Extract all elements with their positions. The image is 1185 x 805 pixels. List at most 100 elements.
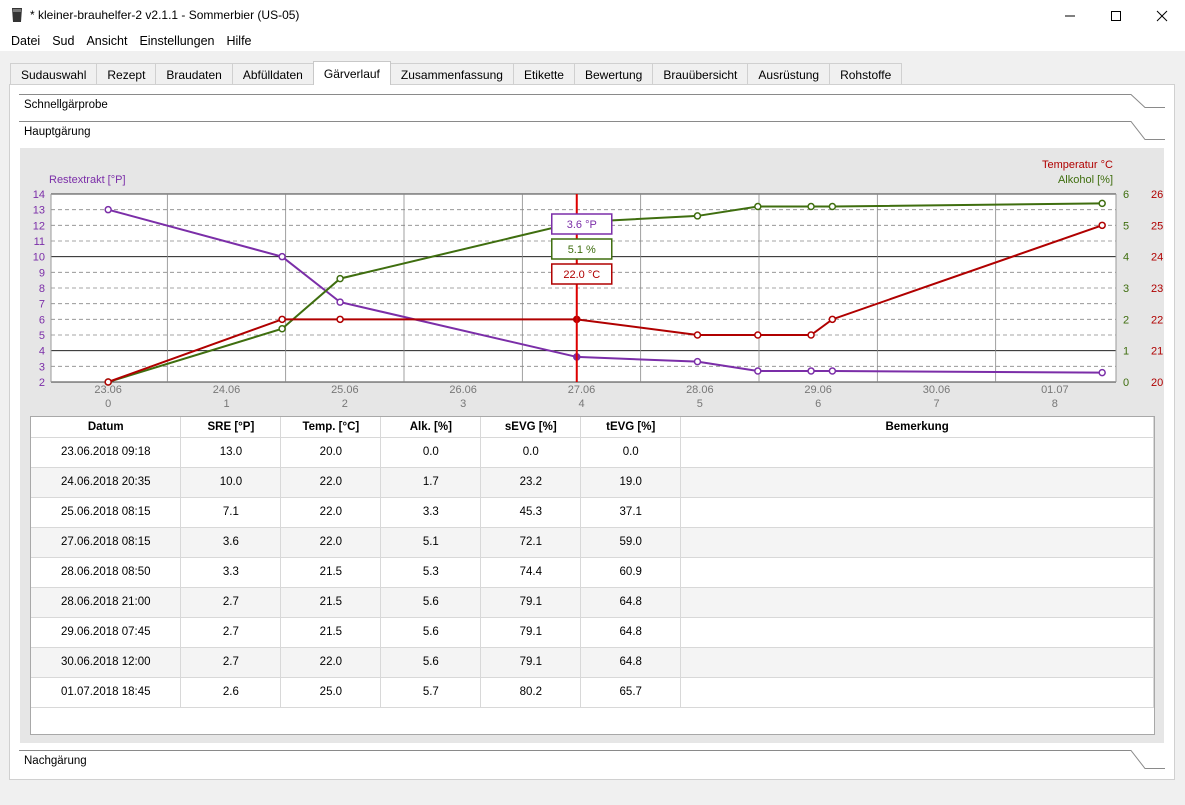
table-cell[interactable]: [680, 587, 1154, 618]
close-button[interactable]: [1139, 0, 1185, 31]
table-cell[interactable]: 27.06.2018 08:15: [31, 527, 182, 558]
table-cell[interactable]: 21.5: [280, 587, 382, 618]
table-cell[interactable]: 7.1: [180, 497, 282, 528]
table-cell[interactable]: 65.7: [580, 677, 682, 708]
tab-rezept[interactable]: Rezept: [96, 63, 157, 85]
table-cell[interactable]: [680, 467, 1154, 498]
table-cell[interactable]: 2.7: [180, 617, 282, 648]
table-cell[interactable]: 2.6: [180, 677, 282, 708]
table-cell[interactable]: 10.0: [180, 467, 282, 498]
col-datum[interactable]: Datum: [31, 417, 182, 438]
table-row[interactable]: 30.06.2018 12:00 2.7 22.0 5.6 79.1 64.8: [31, 647, 1154, 678]
table-row[interactable]: 28.06.2018 08:50 3.3 21.5 5.3 74.4 60.9: [31, 557, 1154, 588]
tab-sudauswahl[interactable]: Sudauswahl: [10, 63, 98, 85]
table-row[interactable]: 25.06.2018 08:15 7.1 22.0 3.3 45.3 37.1: [31, 497, 1154, 528]
table-cell[interactable]: 23.2: [480, 467, 582, 498]
table-cell[interactable]: 59.0: [580, 527, 682, 558]
menu-datei[interactable]: Datei: [11, 34, 41, 48]
table-cell[interactable]: 25.06.2018 08:15: [31, 497, 182, 528]
table-cell[interactable]: 0.0: [480, 437, 582, 468]
table-cell[interactable]: 22.0: [280, 647, 382, 678]
table-cell[interactable]: 79.1: [480, 617, 582, 648]
collapse-chevron-icon[interactable]: [1125, 94, 1165, 114]
tab-bewertung[interactable]: Bewertung: [573, 63, 654, 85]
table-cell[interactable]: 79.1: [480, 647, 582, 678]
table-cell[interactable]: 24.06.2018 20:35: [31, 467, 182, 498]
table-row[interactable]: 27.06.2018 08:15 3.6 22.0 5.1 72.1 59.0: [31, 527, 1154, 558]
table-cell[interactable]: 80.2: [480, 677, 582, 708]
minimize-button[interactable]: [1047, 0, 1093, 31]
table-cell[interactable]: 5.6: [380, 587, 482, 618]
table-cell[interactable]: [680, 647, 1154, 678]
section-hauptgaerung[interactable]: Hauptgärung: [24, 126, 91, 138]
table-cell[interactable]: 64.8: [580, 647, 682, 678]
collapse-chevron-icon[interactable]: [1125, 121, 1165, 141]
table-cell[interactable]: 79.1: [480, 587, 582, 618]
col-alk[interactable]: Alk. [%]: [380, 417, 482, 438]
table-row[interactable]: 23.06.2018 09:18 13.0 20.0 0.0 0.0 0.0: [31, 437, 1154, 468]
table-cell[interactable]: 23.06.2018 09:18: [31, 437, 182, 468]
table-cell[interactable]: 64.8: [580, 587, 682, 618]
table-cell[interactable]: 3.3: [180, 557, 282, 588]
table-cell[interactable]: 45.3: [480, 497, 582, 528]
tab-abfuelldaten[interactable]: Abfülldaten: [231, 63, 314, 85]
fermentation-table[interactable]: Datum SRE [°P] Temp. [°C] Alk. [%] sEVG …: [30, 416, 1155, 735]
table-cell[interactable]: 01.07.2018 18:45: [31, 677, 182, 708]
maximize-button[interactable]: [1093, 0, 1139, 31]
table-cell[interactable]: 1.7: [380, 467, 482, 498]
table-cell[interactable]: 29.06.2018 07:45: [31, 617, 182, 648]
table-cell[interactable]: 5.3: [380, 557, 482, 588]
collapse-chevron-icon[interactable]: [1125, 750, 1165, 770]
menu-einstellungen[interactable]: Einstellungen: [139, 34, 215, 48]
table-row[interactable]: 24.06.2018 20:35 10.0 22.0 1.7 23.2 19.0: [31, 467, 1154, 498]
table-cell[interactable]: 5.6: [380, 647, 482, 678]
tab-gaerverlauf[interactable]: Gärverlauf: [312, 61, 391, 85]
table-cell[interactable]: 22.0: [280, 467, 382, 498]
col-tevg[interactable]: tEVG [%]: [580, 417, 682, 438]
tab-braudaten[interactable]: Braudaten: [155, 63, 233, 85]
table-cell[interactable]: 5.6: [380, 617, 482, 648]
table-cell[interactable]: 22.0: [280, 527, 382, 558]
table-cell[interactable]: [680, 497, 1154, 528]
table-row[interactable]: 01.07.2018 18:45 2.6 25.0 5.7 80.2 65.7: [31, 677, 1154, 708]
table-cell[interactable]: 72.1: [480, 527, 582, 558]
table-cell[interactable]: [680, 677, 1154, 708]
table-cell[interactable]: 28.06.2018 08:50: [31, 557, 182, 588]
col-sevg[interactable]: sEVG [%]: [480, 417, 582, 438]
table-cell[interactable]: 3.6: [180, 527, 282, 558]
table-cell[interactable]: 28.06.2018 21:00: [31, 587, 182, 618]
menu-hilfe[interactable]: Hilfe: [226, 34, 252, 48]
col-sre[interactable]: SRE [°P]: [180, 417, 282, 438]
table-cell[interactable]: 21.5: [280, 557, 382, 588]
table-cell[interactable]: 13.0: [180, 437, 282, 468]
table-cell[interactable]: 64.8: [580, 617, 682, 648]
table-cell[interactable]: [680, 437, 1154, 468]
tab-etikette[interactable]: Etikette: [512, 63, 575, 85]
section-schnellgaerprobe[interactable]: Schnellgärprobe: [24, 99, 108, 111]
table-row[interactable]: 28.06.2018 21:00 2.7 21.5 5.6 79.1 64.8: [31, 587, 1154, 618]
table-cell[interactable]: 74.4: [480, 557, 582, 588]
table-cell[interactable]: 5.7: [380, 677, 482, 708]
table-cell[interactable]: 5.1: [380, 527, 482, 558]
table-cell[interactable]: [680, 527, 1154, 558]
tab-brauuebersicht[interactable]: Brauübersicht: [652, 63, 749, 85]
table-cell[interactable]: 21.5: [280, 617, 382, 648]
table-cell[interactable]: 30.06.2018 12:00: [31, 647, 182, 678]
tab-ausruestung[interactable]: Ausrüstung: [747, 63, 831, 85]
table-cell[interactable]: [680, 617, 1154, 648]
table-cell[interactable]: 2.7: [180, 587, 282, 618]
table-cell[interactable]: [680, 557, 1154, 588]
menu-sud[interactable]: Sud: [52, 34, 75, 48]
col-bemerkung[interactable]: Bemerkung: [680, 417, 1154, 438]
table-cell[interactable]: 20.0: [280, 437, 382, 468]
menu-ansicht[interactable]: Ansicht: [86, 34, 128, 48]
section-nachgaerung[interactable]: Nachgärung: [24, 755, 87, 767]
table-cell[interactable]: 2.7: [180, 647, 282, 678]
table-cell[interactable]: 60.9: [580, 557, 682, 588]
table-cell[interactable]: 19.0: [580, 467, 682, 498]
table-cell[interactable]: 25.0: [280, 677, 382, 708]
tab-rohstoffe[interactable]: Rohstoffe: [829, 63, 903, 85]
table-cell[interactable]: 0.0: [380, 437, 482, 468]
table-cell[interactable]: 3.3: [380, 497, 482, 528]
table-cell[interactable]: 37.1: [580, 497, 682, 528]
